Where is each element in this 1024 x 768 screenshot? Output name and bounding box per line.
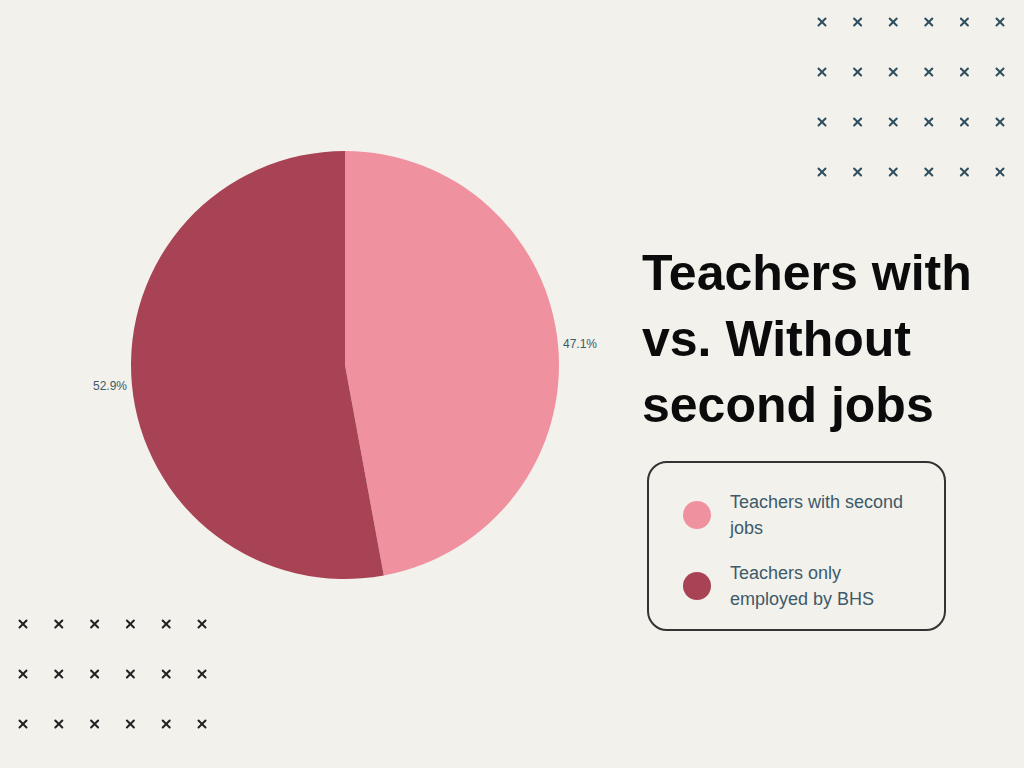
html-text:Teachers with vs. Without seco: Teachers with vs. Without second jobs (642, 245, 972, 433)
svg-text:52.9%: 52.9% (93, 379, 127, 393)
html-text:Teachers only employed by BHS: Teachers only employed by BHS (730, 563, 875, 609)
svg-text:47.1%: 47.1% (563, 337, 597, 351)
html-text:Teachers with second jobs: Teachers with second jobs (730, 492, 904, 538)
